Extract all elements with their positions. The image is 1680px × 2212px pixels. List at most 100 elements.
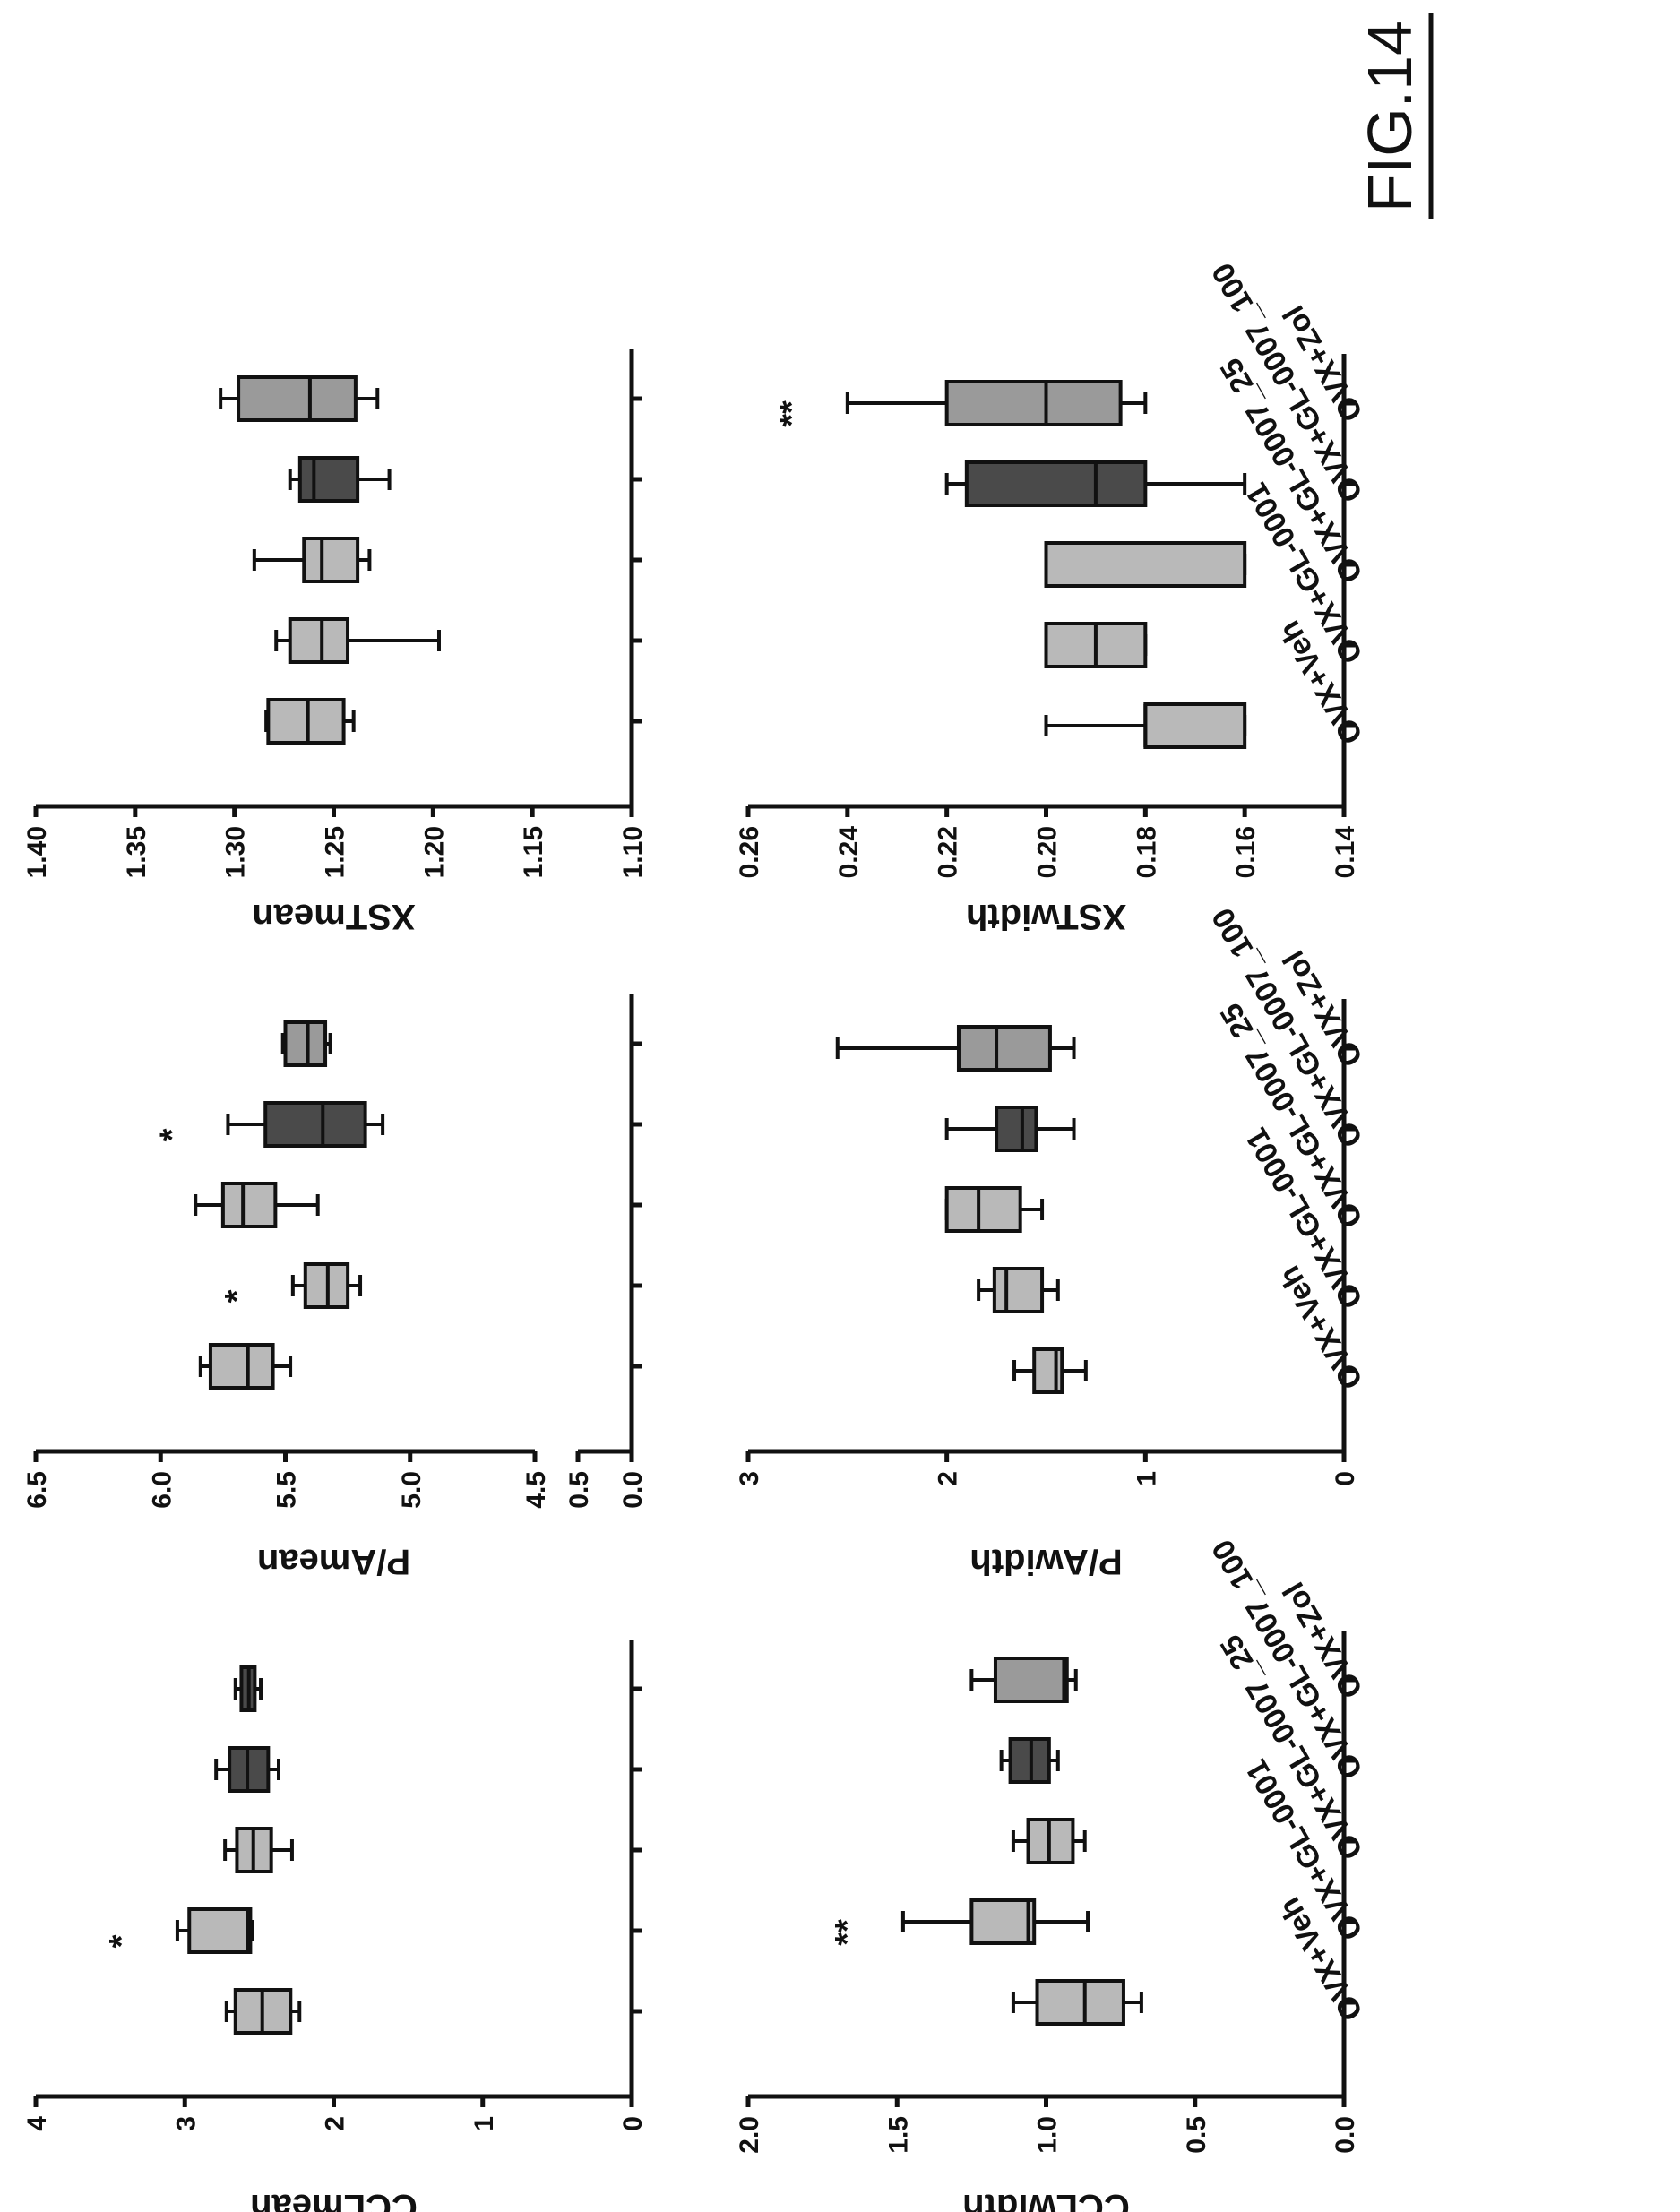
box bbox=[283, 1020, 328, 1067]
panel-p-amean: 6.5 6.0 5.5 5.0 4.5 0.5 0.0 P/Amean * * bbox=[22, 994, 648, 1581]
value-tick-label: 0.14 bbox=[1331, 826, 1360, 879]
box bbox=[263, 1101, 367, 1148]
box-ovx-gl-0007-100 bbox=[226, 1101, 385, 1148]
box bbox=[964, 460, 1148, 507]
box-ovx-veh bbox=[198, 1343, 293, 1390]
significance-marker: * bbox=[103, 1934, 141, 1948]
value-tick-label: 1.15 bbox=[519, 826, 548, 878]
axis-title: XSTwidth bbox=[966, 897, 1126, 936]
box-ovx-zol bbox=[835, 1025, 1076, 1072]
box bbox=[187, 1907, 253, 1954]
box bbox=[969, 1898, 1037, 1945]
value-tick-label: 0.20 bbox=[1033, 826, 1063, 878]
value-tick-label: 5.5 bbox=[272, 1471, 302, 1509]
box bbox=[1143, 702, 1247, 749]
value-tick-label: 1.10 bbox=[618, 826, 648, 878]
box bbox=[297, 456, 360, 503]
box-ovx-gl-0007-25 bbox=[223, 1827, 294, 1873]
value-tick-label: 3 bbox=[735, 1471, 764, 1486]
figure-label-group: FIG.14 bbox=[1355, 13, 1434, 219]
box-ovx-zol bbox=[233, 1665, 263, 1712]
value-tick-label: 1.30 bbox=[221, 826, 251, 878]
box-ovx-veh bbox=[224, 1988, 302, 2035]
value-tick-label: 1 bbox=[470, 2116, 499, 2131]
box bbox=[992, 1267, 1045, 1313]
box-ovx-gl-0007-25 bbox=[252, 537, 372, 583]
box-ovx-gl-0007-100 bbox=[944, 460, 1247, 507]
box-ovx-gl-0007-100 bbox=[288, 456, 392, 503]
box-ovx-gl-0007-100 bbox=[214, 1746, 280, 1793]
value-tick-label: 4.5 bbox=[521, 1471, 551, 1509]
box-ovx-gl-0001 bbox=[977, 1267, 1060, 1313]
value-tick-label: 1.0 bbox=[1033, 2116, 1063, 2154]
box-ovx-gl-0007-25 bbox=[194, 1182, 320, 1228]
value-tick-label: 0.5 bbox=[1182, 2116, 1211, 2154]
box-ovx-gl-0007-100 bbox=[999, 1737, 1060, 1784]
box-ovx-gl-0007-25 bbox=[944, 1186, 1045, 1233]
box-ovx-veh bbox=[1011, 1979, 1143, 2026]
value-tick-label: 0.16 bbox=[1231, 826, 1261, 878]
value-tick-label: 1.5 bbox=[883, 2116, 913, 2154]
value-tick-label: 0.18 bbox=[1132, 826, 1161, 878]
axis-title: CCLwidth bbox=[962, 2187, 1130, 2212]
axis-title: P/Amean bbox=[257, 1542, 410, 1581]
value-tick-label: 4 bbox=[22, 2116, 52, 2131]
value-tick-label: 6.0 bbox=[147, 1471, 177, 1509]
box bbox=[944, 380, 1123, 426]
value-tick-label: 3 bbox=[171, 2116, 201, 2131]
box bbox=[944, 1186, 1022, 1233]
axis-title: XSTmean bbox=[252, 897, 415, 936]
box bbox=[1035, 1979, 1125, 2026]
panel-cclmean: 4 3 2 1 0 CCLmean * bbox=[22, 1640, 648, 2212]
value-tick-label: 1.25 bbox=[321, 826, 350, 878]
box-ovx-veh bbox=[1044, 702, 1247, 749]
box bbox=[302, 537, 360, 583]
box-ovx-gl-0001 bbox=[1044, 622, 1148, 668]
value-tick-label: 0.26 bbox=[735, 826, 764, 878]
box-ovx-gl-0007-25 bbox=[1011, 1818, 1087, 1864]
significance-marker: ** bbox=[829, 1919, 866, 1946]
box bbox=[208, 1343, 275, 1390]
box-ovx-veh bbox=[264, 698, 356, 745]
significance-marker: ** bbox=[773, 400, 811, 427]
value-tick-label: 2 bbox=[321, 2116, 350, 2131]
significance-marker: * bbox=[153, 1128, 191, 1141]
box bbox=[995, 1106, 1038, 1152]
value-tick-label: 1.35 bbox=[122, 826, 151, 878]
value-tick-label: 1 bbox=[1132, 1471, 1161, 1486]
panel-p-awidth: 3 2 1 0P/AwidthOVX+VehOVX+GL-0001OVX+GL-000… bbox=[735, 902, 1370, 1581]
figure-label: FIG.14 bbox=[1355, 21, 1425, 212]
panel-xstwidth: 0.26 0.24 0.22 0.20 0.18 0.16 0.14XSTwidth**OV… bbox=[735, 257, 1370, 936]
axis-title: P/Awidth bbox=[969, 1542, 1122, 1581]
box-ovx-gl-0007-100 bbox=[944, 1106, 1076, 1152]
panel-xstmean: 1.40 1.35 1.30 1.25 1.20 1.15 1.10 XSTmean bbox=[22, 349, 648, 936]
box-ovx-gl-0001 bbox=[290, 1262, 363, 1309]
value-tick-label: 1.40 bbox=[22, 826, 52, 878]
value-tick-label: 0.0 bbox=[1331, 2116, 1360, 2154]
box-ovx-gl-0001 bbox=[274, 617, 441, 664]
value-tick-label: 0 bbox=[1331, 1471, 1360, 1486]
value-tick-label: 0.0 bbox=[618, 1471, 648, 1509]
value-tick-label: 0 bbox=[618, 2116, 648, 2131]
box-ovx-zol bbox=[280, 1020, 332, 1067]
box bbox=[956, 1025, 1052, 1072]
box bbox=[266, 698, 346, 745]
box bbox=[993, 1657, 1069, 1703]
box bbox=[220, 1182, 278, 1228]
box bbox=[237, 375, 358, 422]
box-ovx-gl-0001 bbox=[175, 1907, 254, 1954]
box bbox=[1044, 541, 1247, 588]
value-tick-label: 0.22 bbox=[934, 826, 963, 878]
value-tick-label: 0.5 bbox=[564, 1471, 594, 1509]
box-ovx-zol bbox=[969, 1657, 1078, 1703]
axis-title: CCLmean bbox=[250, 2187, 418, 2212]
value-tick-label: 5.0 bbox=[397, 1471, 426, 1509]
box-ovx-zol bbox=[219, 375, 380, 422]
value-tick-label: 6.5 bbox=[22, 1471, 52, 1509]
box bbox=[288, 617, 350, 664]
value-tick-label: 2 bbox=[934, 1471, 963, 1486]
significance-marker: * bbox=[219, 1289, 256, 1303]
